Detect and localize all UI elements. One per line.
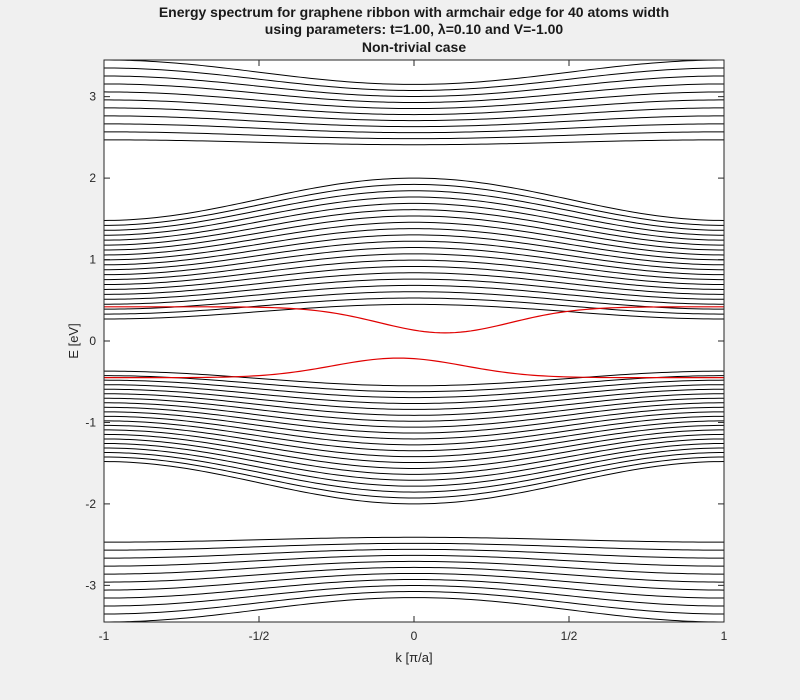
band-line (103, 420, 725, 452)
title-line-2: using parameters: t=1.00, λ=0.10 and V=-… (265, 21, 564, 37)
band-line (103, 196, 725, 236)
band-line (103, 447, 725, 487)
x-tick-label: -1/2 (249, 629, 270, 643)
band-line (104, 542, 724, 551)
band-line (103, 438, 725, 475)
band-line (103, 190, 725, 231)
band-line (103, 572, 725, 591)
band-line (103, 83, 725, 104)
band-line (103, 554, 725, 567)
band-line (103, 424, 725, 458)
y-tick-label: -2 (85, 497, 96, 511)
band-line (103, 240, 725, 271)
band-line (103, 597, 725, 623)
band-line (104, 536, 724, 543)
y-tick-label: 0 (89, 334, 96, 348)
y-tick-label: -3 (85, 578, 96, 592)
band-line (103, 375, 725, 393)
y-tick-label: 2 (89, 171, 96, 185)
band-line (104, 123, 724, 134)
band-line (103, 429, 725, 464)
band-line (103, 272, 725, 295)
y-tick-label: 1 (89, 253, 96, 267)
band-line (103, 560, 725, 575)
band-line (103, 177, 725, 221)
title-line-3: Non-trivial case (362, 39, 466, 55)
band-line (103, 303, 725, 320)
energy-bands (103, 59, 725, 623)
edge-states (104, 306, 725, 379)
band-line (103, 107, 725, 122)
band-line (103, 433, 725, 469)
band-line (103, 388, 725, 410)
band-line (103, 228, 725, 261)
y-tick-label: 3 (89, 90, 96, 104)
band-line (103, 202, 725, 241)
edge-state-line (104, 306, 725, 334)
band-line (103, 67, 725, 91)
band-line (103, 566, 725, 583)
band-line (103, 284, 725, 305)
band-line (103, 247, 725, 276)
x-axis-label: k [π/a] (395, 650, 432, 665)
band-line (103, 415, 725, 446)
y-axis-ticks: 3 2 1 0 -1 -2 -3 (85, 90, 724, 592)
x-axis-ticks: -1 -1/2 0 1/2 1 (99, 60, 728, 643)
band-line (103, 91, 725, 110)
band-line (103, 397, 725, 422)
band-line (103, 452, 725, 493)
band-line (103, 402, 725, 428)
chart-title: Energy spectrum for graphene ribbon with… (159, 4, 669, 55)
band-line (103, 461, 725, 505)
band-line (103, 115, 725, 128)
band-line (103, 379, 725, 399)
band-line (103, 393, 725, 416)
x-tick-label: 1/2 (561, 629, 578, 643)
y-tick-label: -1 (85, 415, 96, 429)
plot-area (104, 60, 724, 622)
band-line (104, 131, 724, 140)
band-line (103, 291, 725, 310)
band-line (103, 456, 725, 499)
band-line (103, 406, 725, 434)
band-line (103, 297, 725, 315)
band-line (103, 442, 725, 481)
band-line (103, 278, 725, 300)
band-line (103, 221, 725, 256)
edge-state-line (104, 357, 724, 379)
band-line (103, 370, 725, 387)
band-line (103, 215, 725, 251)
band-line (103, 384, 725, 405)
band-line (103, 585, 725, 607)
band-line (103, 209, 725, 246)
band-line (104, 139, 724, 146)
band-line (103, 234, 725, 266)
band-line (103, 59, 725, 85)
band-line (103, 578, 725, 599)
x-tick-label: -1 (99, 629, 110, 643)
band-line (103, 411, 725, 440)
band-line (103, 253, 725, 281)
title-line-1: Energy spectrum for graphene ribbon with… (159, 4, 669, 20)
x-tick-label: 0 (411, 629, 418, 643)
band-line (104, 548, 724, 559)
band-line (103, 591, 725, 615)
y-axis-label: E [eV] (66, 323, 81, 358)
x-tick-label: 1 (721, 629, 728, 643)
band-line (103, 265, 725, 290)
band-line (103, 183, 725, 226)
band-line (103, 99, 725, 116)
band-line (103, 259, 725, 286)
band-line (103, 75, 725, 97)
